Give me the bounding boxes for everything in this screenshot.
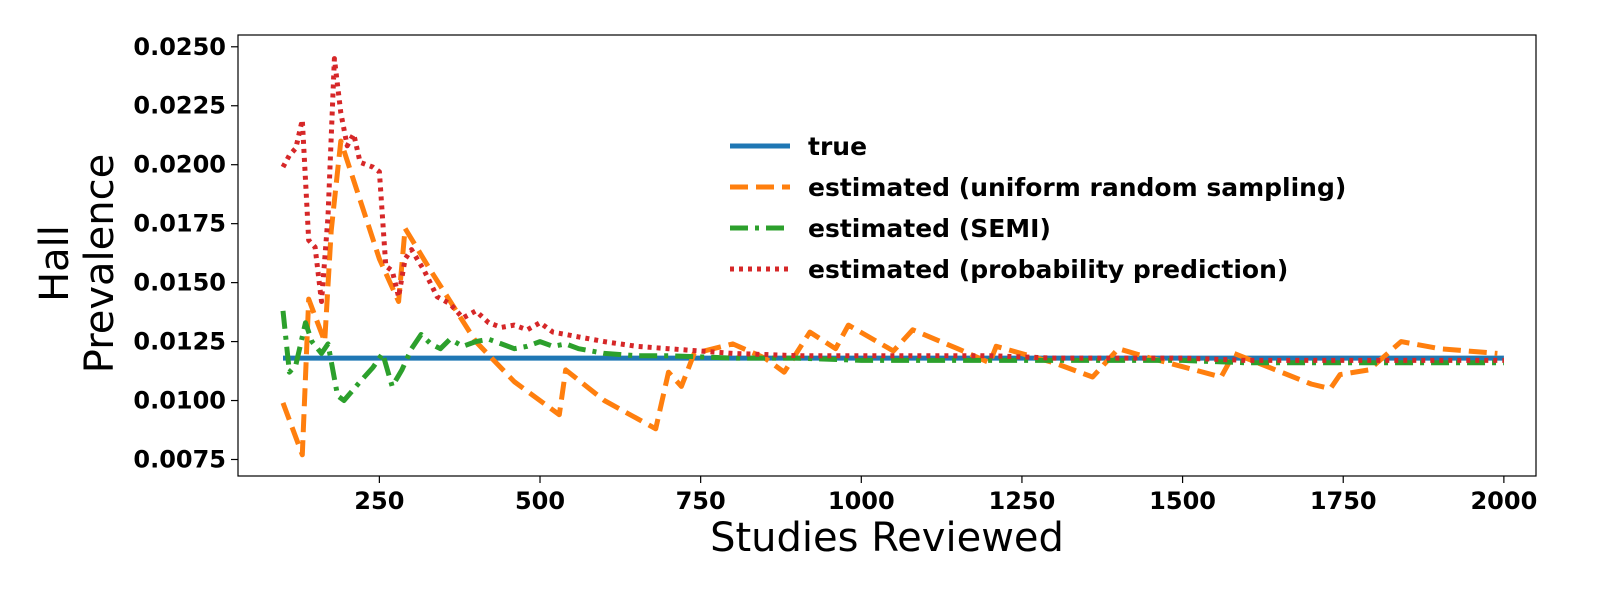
y-tick-label: 0.0100 [133, 387, 226, 415]
legend: true estimated (uniform random sampling) e… [730, 132, 1346, 284]
legend-label-estimated-semi: estimated (SEMI) [808, 214, 1051, 243]
y-axis: 0.0075 0.0100 0.0125 0.0150 0.0175 0.0200 0.02… [133, 33, 238, 473]
x-axis-label: Studies Reviewed [710, 515, 1064, 561]
y-axis-label: Hall Prevalence [32, 154, 123, 373]
x-tick-label: 250 [354, 487, 404, 515]
y-tick-label: 0.0150 [133, 269, 226, 297]
y-tick-label: 0.0225 [133, 92, 226, 120]
y-tick-label: 0.0250 [133, 33, 226, 61]
x-axis: 250 500 750 1000 1250 1500 1750 2000 [354, 476, 1537, 515]
x-tick-label: 750 [676, 487, 726, 515]
plot-frame [237, 34, 1537, 477]
series-line-estimated-semi [280, 310, 1504, 403]
legend-label-estimated-probability-prediction: estimated (probability prediction) [808, 255, 1288, 284]
y-tick-label: 0.0175 [133, 210, 226, 238]
y-tick-label: 0.0075 [133, 445, 226, 473]
y-axis-label-line-2: Prevalence [77, 154, 123, 373]
series-line-estimated-probability-prediction [280, 56, 1504, 363]
x-tick-label: 2000 [1470, 487, 1537, 515]
series-line-estimated-uniform-random-sampling [280, 138, 1498, 458]
legend-label-true: true [808, 132, 867, 161]
x-tick-label: 1500 [1149, 487, 1216, 515]
y-axis-label-line-1: Hall [32, 225, 78, 302]
plot-lines [280, 56, 1504, 458]
legend-label-estimated-uniform-random-sampling: estimated (uniform random sampling) [808, 173, 1346, 202]
x-tick-label: 500 [515, 487, 565, 515]
x-tick-label: 1250 [989, 487, 1056, 515]
y-tick-label: 0.0125 [133, 328, 226, 356]
y-tick-label: 0.0200 [133, 151, 226, 179]
x-tick-label: 1750 [1310, 487, 1377, 515]
x-tick-label: 1000 [828, 487, 895, 515]
